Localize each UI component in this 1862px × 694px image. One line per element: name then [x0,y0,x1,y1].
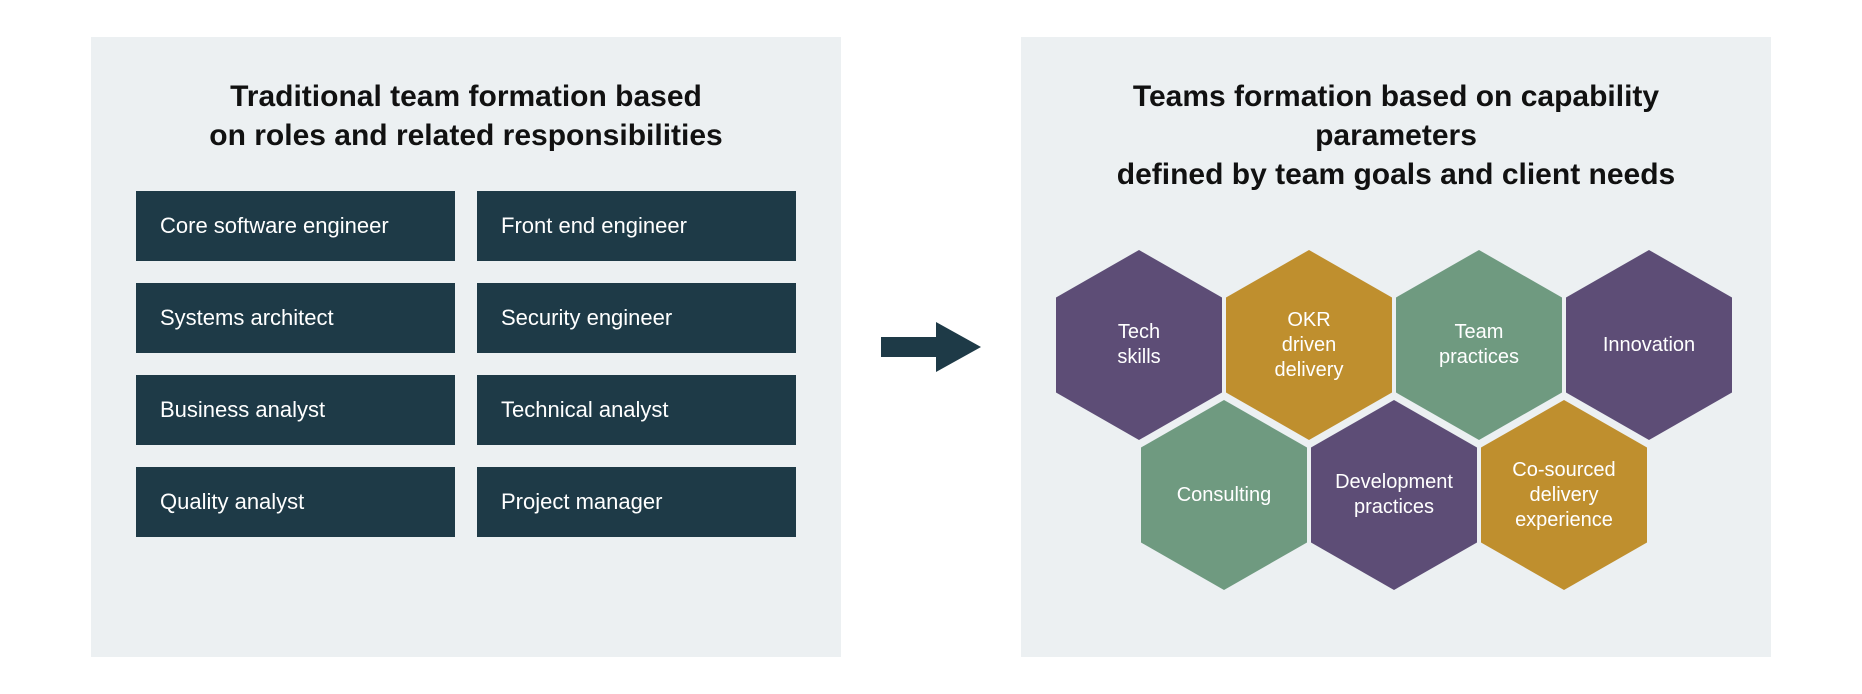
role-label: Front end engineer [501,213,687,239]
left-panel-traditional: Traditional team formation based on role… [91,37,841,657]
role-label: Project manager [501,489,662,515]
role-label: Business analyst [160,397,325,423]
role-box: Project manager [477,467,796,537]
hex-label: Consulting [1163,483,1286,508]
arrow-right-icon [881,317,981,377]
role-box: Core software engineer [136,191,455,261]
role-box: Security engineer [477,283,796,353]
role-box: Business analyst [136,375,455,445]
role-label: Core software engineer [160,213,389,239]
hex-cluster: Tech skills OKR driven delivery Team pract… [1066,230,1726,617]
role-box: Front end engineer [477,191,796,261]
right-panel-title: Teams formation based on capability para… [1066,77,1726,194]
hex-label: Tech skills [1103,320,1174,370]
left-panel-title: Traditional team formation based on role… [136,77,796,155]
hex-label: Development practices [1321,470,1467,520]
role-label: Technical analyst [501,397,669,423]
team-formation-diagram: Traditional team formation based on role… [0,0,1862,694]
hex-label: Co-sourced delivery experience [1498,458,1629,533]
roles-grid: Core software engineer Front end enginee… [136,191,796,537]
role-box: Systems architect [136,283,455,353]
hex-label: OKR driven delivery [1261,308,1358,383]
hex-label: Innovation [1589,333,1709,358]
role-box: Quality analyst [136,467,455,537]
capability-hex: Co-sourced delivery experience [1481,400,1647,590]
capability-hex: Consulting [1141,400,1307,590]
capability-hex: Development practices [1311,400,1477,590]
right-panel-capability: Teams formation based on capability para… [1021,37,1771,657]
role-label: Quality analyst [160,489,304,515]
hex-label: Team practices [1425,320,1533,370]
role-label: Systems architect [160,305,334,331]
role-box: Technical analyst [477,375,796,445]
role-label: Security engineer [501,305,672,331]
